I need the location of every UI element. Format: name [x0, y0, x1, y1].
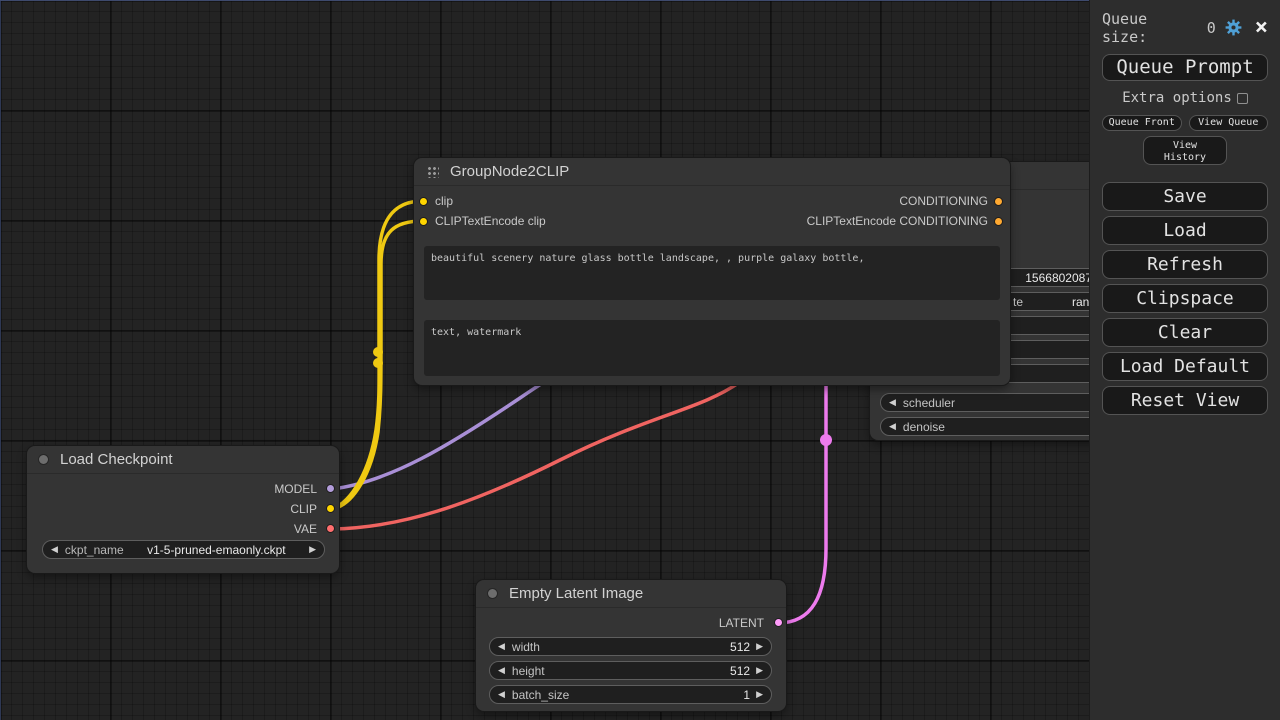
width-value: 512 — [730, 639, 751, 654]
ckpt-name-label: ckpt_name — [64, 542, 124, 557]
control-value: ran — [1072, 294, 1090, 309]
width-widget[interactable]: ◀ width 512 ▶ — [489, 637, 772, 656]
latent-output-port[interactable] — [774, 618, 783, 627]
latent-wire-dot — [820, 434, 832, 446]
batch-size-widget[interactable]: ◀ batch_size 1 ▶ — [489, 685, 772, 704]
extra-options-checkbox[interactable] — [1236, 92, 1248, 104]
right-arrow-icon[interactable]: ▶ — [756, 665, 763, 675]
clipspace-button[interactable]: Clipspace — [1102, 284, 1268, 313]
queue-prompt-button[interactable]: Queue Prompt — [1102, 54, 1268, 81]
queue-size-row: Queue size: 0 × — [1090, 0, 1280, 48]
load-default-button[interactable]: Load Default — [1102, 352, 1268, 381]
gear-icon[interactable] — [1224, 19, 1243, 37]
height-widget[interactable]: ◀ height 512 ▶ — [489, 661, 772, 680]
clip-input-label: clip — [435, 194, 454, 208]
batch-size-value: 1 — [743, 687, 751, 702]
clip-wire-2 — [331, 219, 424, 511]
node-title: GroupNode2CLIP — [450, 163, 570, 180]
collapse-circle-icon[interactable] — [488, 589, 497, 598]
negative-prompt-textarea[interactable]: text, watermark — [424, 320, 1000, 376]
queue-size-label: Queue size: — [1102, 10, 1148, 46]
empty-latent-titlebar[interactable]: Empty Latent Image — [476, 580, 786, 608]
clip-output-label: CLIP — [290, 502, 317, 516]
left-arrow-icon[interactable]: ◀ — [889, 421, 896, 431]
latent-output-label: LATENT — [718, 616, 764, 630]
left-arrow-icon[interactable]: ◀ — [51, 544, 58, 554]
cliptextencode-clip-input-port[interactable] — [419, 217, 428, 226]
ckpt-name-widget[interactable]: ◀ ckpt_name v1-5-pruned-emaonly.ckpt ▶ — [42, 540, 325, 559]
scheduler-label: scheduler — [902, 395, 955, 410]
clip-wire-1 — [331, 199, 424, 511]
save-button[interactable]: Save — [1102, 182, 1268, 211]
group-grid-icon[interactable] — [426, 165, 439, 178]
load-button[interactable]: Load — [1102, 216, 1268, 245]
ckpt-name-value: v1-5-pruned-emaonly.ckpt — [147, 542, 286, 557]
view-history-line1: View — [1172, 140, 1198, 151]
cliptextencode-clip-input-label: CLIPTextEncode clip — [435, 214, 546, 228]
left-arrow-icon[interactable]: ◀ — [498, 689, 505, 699]
group-node-titlebar[interactable]: GroupNode2CLIP — [414, 158, 1010, 186]
right-arrow-icon[interactable]: ▶ — [756, 689, 763, 699]
control-label: te — [1013, 294, 1024, 309]
node-title: Load Checkpoint — [60, 451, 173, 468]
model-output-port[interactable] — [326, 484, 335, 493]
clip-wire-dot — [373, 358, 383, 368]
seed-value: 1566802087 — [1025, 270, 1092, 285]
load-checkpoint-titlebar[interactable]: Load Checkpoint — [27, 446, 339, 474]
extra-options-row: Extra options — [1090, 90, 1280, 106]
width-label: width — [511, 639, 540, 654]
reset-view-button[interactable]: Reset View — [1102, 386, 1268, 415]
clip-wire-dot — [373, 347, 383, 357]
load-checkpoint-node[interactable]: Load Checkpoint MODEL CLIP VAE ◀ ckpt_na… — [27, 446, 339, 573]
scheduler-widget[interactable]: ◀ scheduler — [880, 393, 1105, 412]
vae-output-port[interactable] — [326, 524, 335, 533]
group-node-clip[interactable]: GroupNode2CLIP clip CLIPTextEncode clip … — [414, 158, 1010, 385]
refresh-button[interactable]: Refresh — [1102, 250, 1268, 279]
conditioning-output-port[interactable] — [994, 197, 1003, 206]
cliptextencode-conditioning-output-label: CLIPTextEncode CONDITIONING — [806, 214, 988, 228]
height-value: 512 — [730, 663, 751, 678]
left-arrow-icon[interactable]: ◀ — [498, 641, 505, 651]
view-history-line2: History — [1163, 152, 1207, 163]
clear-button[interactable]: Clear — [1102, 318, 1268, 347]
node-title: Empty Latent Image — [509, 585, 644, 602]
close-icon[interactable]: × — [1254, 15, 1268, 40]
right-arrow-icon[interactable]: ▶ — [309, 544, 316, 554]
view-queue-button[interactable]: View Queue — [1188, 115, 1268, 131]
cliptextencode-conditioning-output-port[interactable] — [994, 217, 1003, 226]
empty-latent-node[interactable]: Empty Latent Image LATENT ◀ width 512 ▶ … — [476, 580, 786, 711]
clip-output-port[interactable] — [326, 504, 335, 513]
comfy-menu: Queue size: 0 × Queue Prompt Extra optio — [1090, 0, 1280, 720]
batch-size-label: batch_size — [511, 687, 570, 702]
view-history-button[interactable]: View History — [1143, 136, 1227, 165]
denoise-label: denoise — [902, 419, 945, 434]
queue-front-button[interactable]: Queue Front — [1102, 115, 1182, 131]
extra-options-label: Extra options — [1122, 90, 1232, 106]
positive-prompt-textarea[interactable]: beautiful scenery nature glass bottle la… — [424, 246, 1000, 300]
vae-output-label: VAE — [293, 522, 317, 536]
conditioning-output-label: CONDITIONING — [899, 194, 988, 208]
left-arrow-icon[interactable]: ◀ — [889, 397, 896, 407]
left-arrow-icon[interactable]: ◀ — [498, 665, 505, 675]
model-output-label: MODEL — [274, 482, 317, 496]
queue-size-value: 0 — [1206, 19, 1216, 37]
clip-input-port[interactable] — [419, 197, 428, 206]
denoise-widget[interactable]: ◀ denoise — [880, 417, 1105, 436]
height-label: height — [511, 663, 545, 678]
collapse-circle-icon[interactable] — [39, 455, 48, 464]
right-arrow-icon[interactable]: ▶ — [756, 641, 763, 651]
